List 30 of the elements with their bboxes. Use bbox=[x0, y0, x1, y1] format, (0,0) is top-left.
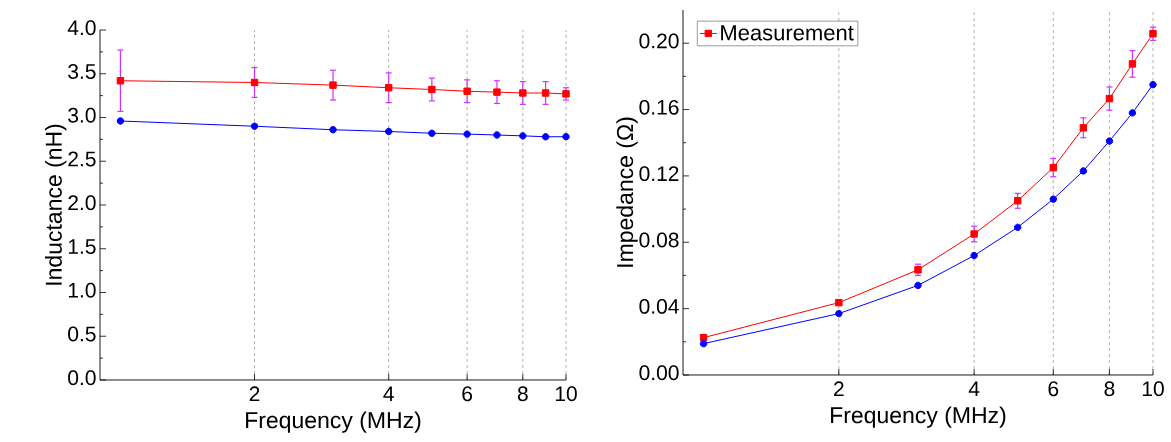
y-tick-label: 1.5 bbox=[68, 239, 96, 254]
x-tick-label: 6 bbox=[1048, 381, 1059, 397]
y-tick-label: 0.00 bbox=[639, 365, 679, 381]
y-axis-title: Inductance (nH) bbox=[44, 124, 67, 285]
x-tick-label: 4 bbox=[968, 381, 980, 397]
x-axis-title: Frequency (MHz) bbox=[831, 406, 1006, 428]
x-axis-title: Frequency (MHz) bbox=[246, 411, 421, 433]
y-tick-label: 0.12 bbox=[639, 166, 679, 182]
x-tick-label: 6 bbox=[462, 386, 473, 402]
y-tick-label: 0.16 bbox=[639, 99, 679, 115]
y-tick-label: 2.5 bbox=[68, 151, 96, 167]
x-tick-label: 10 bbox=[1142, 381, 1164, 397]
x-tick-label: 4 bbox=[383, 386, 394, 402]
x-tick-label: 2 bbox=[249, 386, 260, 402]
y-tick-label: 4.0 bbox=[67, 20, 96, 36]
y-tick-label: 2.0 bbox=[68, 195, 96, 211]
y-tick-label: 0.08 bbox=[639, 232, 679, 248]
x-tick-label: 8 bbox=[517, 386, 528, 402]
y-tick-label: 0.0 bbox=[68, 370, 96, 386]
x-tick-label: 10 bbox=[555, 386, 577, 402]
x-tick-label: 2 bbox=[834, 381, 844, 397]
y-tick-label: 3.5 bbox=[68, 64, 96, 79]
y-axis-title: Impedance (Ω) bbox=[616, 117, 638, 267]
y-tick-label: 3.0 bbox=[68, 107, 96, 123]
y-tick-label: 1.0 bbox=[68, 282, 96, 298]
y-tick-label: 0.04 bbox=[639, 298, 679, 314]
x-tick-label: 8 bbox=[1104, 381, 1115, 397]
y-tick-label: 0.20 bbox=[639, 33, 679, 49]
y-tick-label: 0.5 bbox=[68, 326, 96, 342]
legend-label: Measurement bbox=[721, 25, 854, 41]
